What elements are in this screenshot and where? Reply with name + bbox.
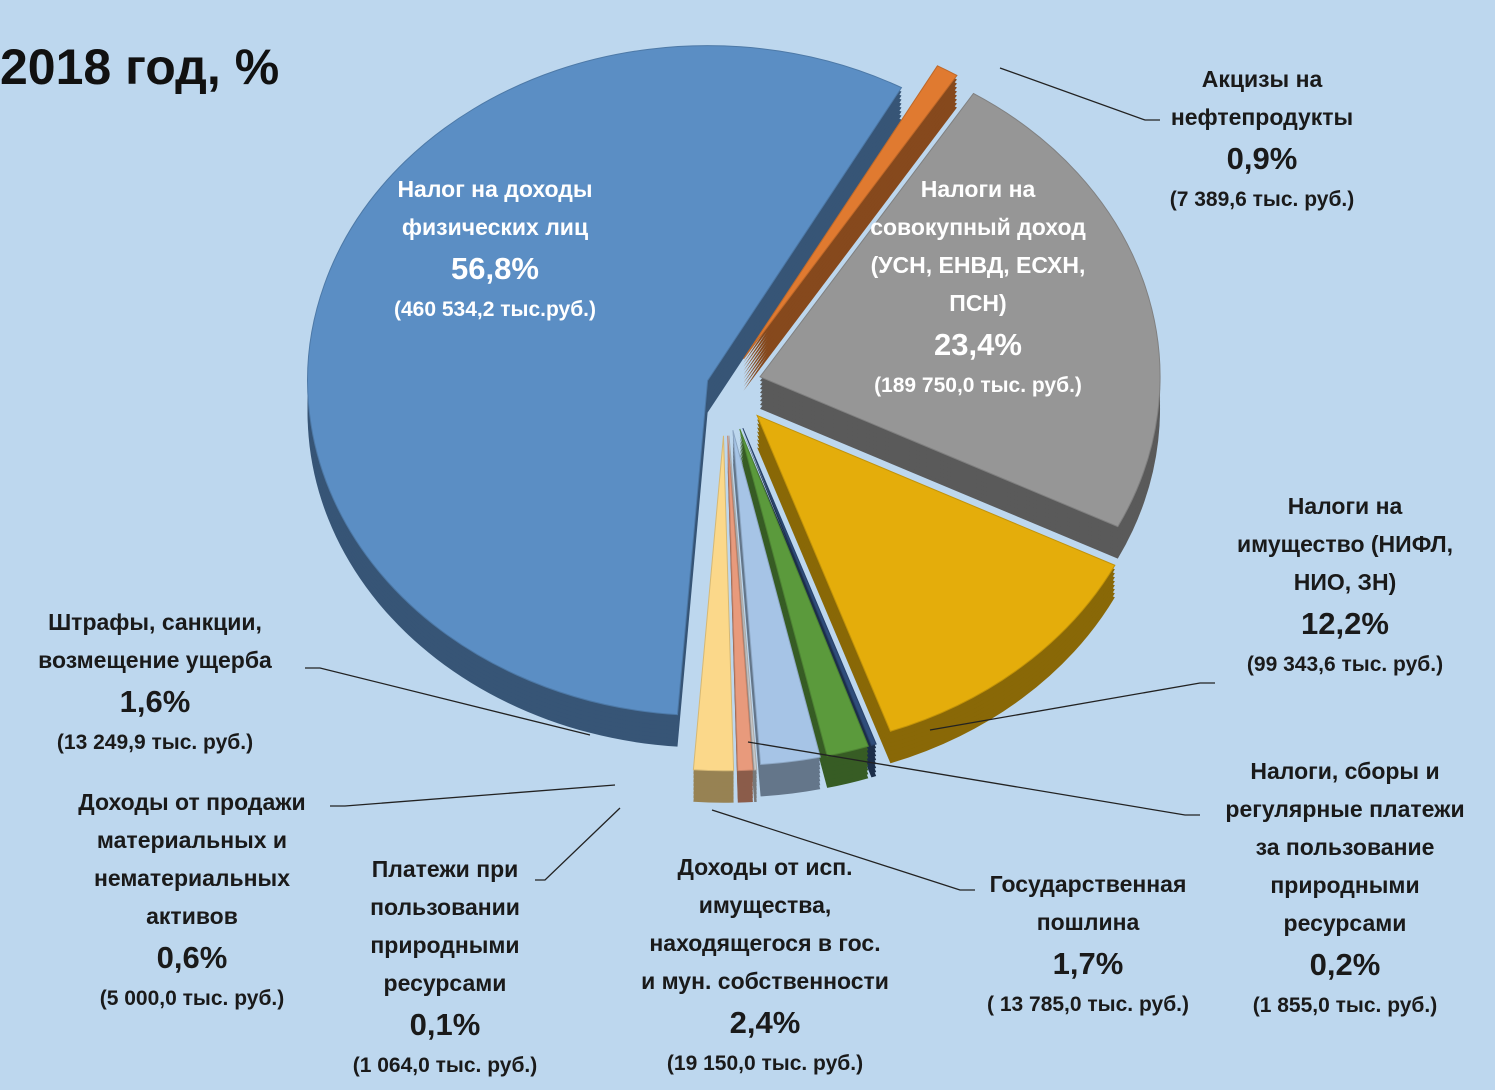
leader-line	[929, 682, 1215, 731]
slice	[743, 65, 958, 360]
category-label: Налоги на совокупный доход (УСН, ЕНВД, Е…	[870, 176, 1086, 316]
data-label: Доходы от продажи материальных и нематер…	[78, 783, 305, 1017]
category-label: Налоги на имущество (НИФЛ, НИО, ЗН)	[1237, 493, 1453, 595]
amount-label: (13 249,9 тыс. руб.)	[56, 731, 254, 754]
value-label: 0,1%	[409, 1007, 481, 1042]
data-label: Штрафы, санкции, возмещение ущерба 1,6% (1…	[38, 603, 272, 761]
value-label: 23,4%	[934, 327, 1022, 362]
amount-label: (7 389,6 тыс. руб.)	[1169, 188, 1355, 211]
leader-line	[747, 741, 1200, 816]
amount-label: (460 534,2 тыс.руб.)	[393, 298, 597, 321]
amount-label: (5 000,0 тыс. руб.)	[99, 987, 285, 1010]
value-label: 0,2%	[1309, 947, 1381, 982]
leader-line	[535, 807, 621, 881]
data-label: Налоги на имущество (НИФЛ, НИО, ЗН) 12,2%…	[1237, 487, 1453, 683]
category-label: Государственная пошлина	[989, 871, 1187, 935]
category-label: Налог на доходы физических лиц	[397, 176, 593, 240]
leader-line	[305, 667, 591, 736]
category-label: Акцизы на нефтепродукты	[1170, 66, 1354, 130]
amount-label: ( 13 785,0 тыс. руб.)	[986, 993, 1190, 1016]
data-label: Платежи при пользовании природными ресур…	[353, 850, 538, 1084]
category-label: Штрафы, санкции, возмещение ущерба	[38, 609, 272, 673]
category-label: Платежи при пользовании природными ресур…	[370, 856, 520, 996]
leader-line	[330, 784, 616, 807]
value-label: 56,8%	[451, 251, 539, 286]
value-label: 12,2%	[1301, 606, 1389, 641]
amount-label: (99 343,6 тыс. руб.)	[1246, 653, 1444, 676]
value-label: 2,4%	[729, 1005, 801, 1040]
amount-label: (189 750,0 тыс. руб.)	[874, 374, 1082, 397]
data-label: Налог на доходы физических лиц 56,8% (460 …	[394, 170, 596, 328]
slice	[742, 427, 877, 746]
data-label: Налоги на совокупный доход (УСН, ЕНВД, Е…	[870, 170, 1086, 404]
data-label: Доходы от исп. имущества, находящегося в…	[641, 848, 889, 1082]
amount-label: (1 855,0 тыс. руб.)	[1252, 994, 1438, 1017]
slice	[727, 435, 754, 772]
category-label: Налоги, сборы и регулярные платежи за по…	[1225, 758, 1465, 936]
amount-label: (19 150,0 тыс. руб.)	[666, 1052, 864, 1075]
slice	[732, 430, 821, 765]
chart-title: 2018 год, %	[0, 39, 280, 95]
value-label: 0,6%	[156, 940, 228, 975]
category-label: Доходы от продажи материальных и нематер…	[78, 789, 306, 929]
slice	[756, 414, 1116, 732]
data-label: Государственная пошлина 1,7% ( 13 785,0 ты…	[987, 865, 1189, 1023]
leader-line	[999, 67, 1160, 121]
pie-tops	[307, 45, 1161, 772]
data-label: Налоги, сборы и регулярные платежи за по…	[1225, 752, 1464, 1024]
slice	[307, 45, 903, 716]
category-label: Доходы от исп. имущества, находящегося в…	[641, 854, 889, 994]
slice	[759, 92, 1161, 528]
data-label: Акцизы на нефтепродукты 0,9% (7 389,6 тыс.…	[1170, 60, 1355, 218]
amount-label: (1 064,0 тыс. руб.)	[352, 1054, 538, 1077]
value-label: 0,9%	[1226, 141, 1298, 176]
slice	[692, 435, 735, 772]
value-label: 1,6%	[119, 684, 191, 719]
slice	[728, 435, 758, 771]
value-label: 1,7%	[1052, 946, 1124, 981]
leader-line	[711, 809, 975, 891]
